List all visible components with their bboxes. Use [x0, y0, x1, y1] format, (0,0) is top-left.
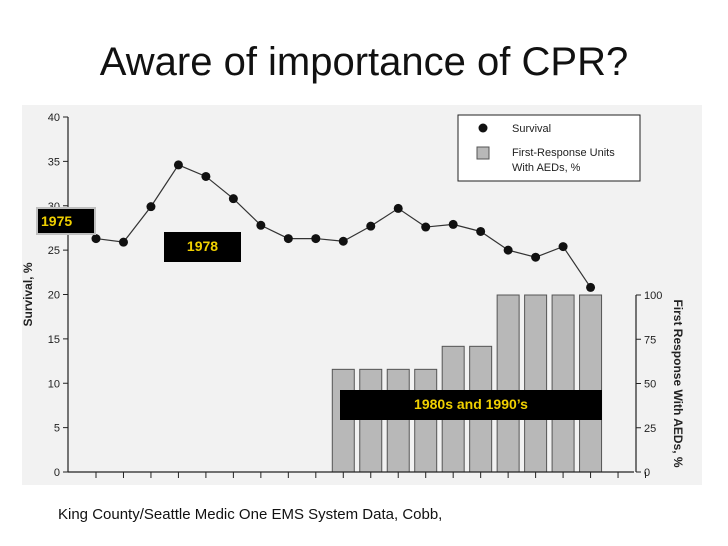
aed-bar [414, 368, 438, 473]
legend-survival-marker [478, 123, 488, 133]
chart: 0510152025303540Survival, %0255075100Fir… [22, 112, 685, 479]
y-tick-label: 25 [48, 245, 60, 257]
survival-point [311, 234, 321, 244]
y2-tick-label: 50 [644, 379, 656, 391]
slide-title: Aware of importance of CPR? [99, 40, 629, 84]
survival-point [393, 203, 403, 213]
aed-bar [579, 294, 603, 473]
aed-bar [331, 368, 355, 473]
callout-1978: 1978 [164, 232, 241, 262]
survival-point [256, 220, 266, 230]
aed-bar [359, 368, 383, 473]
survival-point [118, 237, 128, 247]
survival-point [503, 245, 513, 255]
y2-axis-label: First Response With AEDs, % [671, 299, 685, 467]
chart-figure: 0510152025303540Survival, %0255075100Fir… [22, 105, 702, 485]
y2-tick-label: 75 [644, 334, 656, 346]
aed-bar [386, 368, 410, 473]
survival-point [558, 242, 568, 252]
legend-survival-label: Survival [512, 123, 551, 135]
survival-point [146, 202, 156, 212]
legend-aed-label-2: With AEDs, % [512, 162, 581, 174]
y-tick-label: 40 [48, 112, 60, 124]
legend-aed-label: First-Response Units [512, 147, 615, 159]
survival-point [448, 219, 458, 229]
callout-1975: 1975 [36, 207, 96, 235]
callout-1980s-1990s: 1980s and 1990’s [340, 390, 602, 420]
aed-bar [551, 294, 575, 473]
survival-point [91, 234, 101, 244]
y-tick-label: 20 [48, 290, 60, 302]
legend-aed-marker [476, 146, 490, 160]
survival-point [366, 221, 376, 231]
survival-point [531, 252, 541, 262]
survival-point [338, 236, 348, 246]
y-tick-label: 15 [48, 334, 60, 346]
survival-point [283, 234, 293, 244]
source-citation: King County/Seattle Medic One EMS System… [58, 506, 443, 523]
survival-point [201, 171, 211, 181]
y2-tick-label: 0 [644, 467, 650, 479]
y-tick-label: 10 [48, 378, 60, 390]
survival-point [173, 160, 183, 170]
y2-tick-label: 100 [644, 290, 662, 302]
y2-tick-label: 25 [644, 423, 656, 435]
y-axis-label: Survival, % [22, 262, 35, 326]
survival-point [228, 194, 238, 204]
survival-point [586, 282, 596, 292]
survival-point [421, 222, 431, 232]
aed-bar [524, 294, 548, 473]
y-tick-label: 35 [48, 156, 60, 168]
survival-line [95, 164, 592, 288]
aed-bar [496, 294, 520, 473]
y-tick-label: 0 [54, 467, 60, 479]
y-tick-label: 5 [54, 423, 60, 435]
survival-point [476, 226, 486, 236]
